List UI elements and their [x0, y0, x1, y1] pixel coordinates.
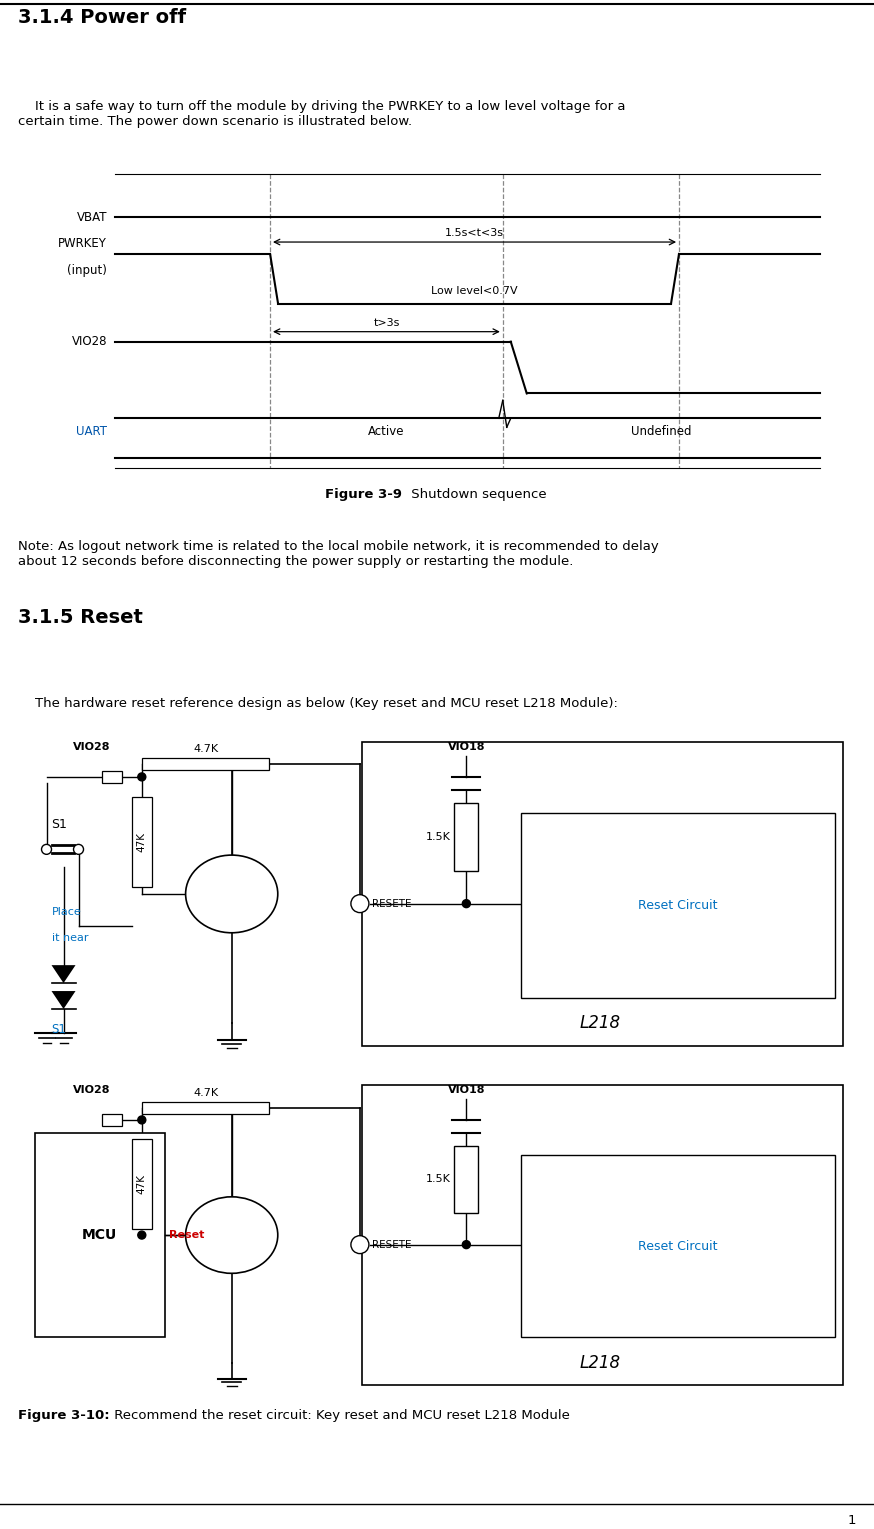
Ellipse shape [185, 1197, 278, 1274]
Text: Figure 3-10:: Figure 3-10: [18, 1410, 109, 1422]
Text: 1.5K: 1.5K [426, 1174, 450, 1185]
Bar [132, 1139, 152, 1229]
Text: 1.5K: 1.5K [426, 832, 450, 842]
Circle shape [42, 844, 52, 855]
Text: RESETE: RESETE [372, 899, 412, 908]
Text: 4.7K: 4.7K [193, 745, 218, 754]
Text: it near: it near [52, 933, 88, 943]
Polygon shape [52, 991, 75, 1009]
Circle shape [462, 1240, 470, 1249]
Text: (input): (input) [67, 265, 107, 277]
Bar [362, 1086, 843, 1385]
Text: t>3s: t>3s [373, 318, 399, 327]
Text: It is a safe way to turn off the module by driving the PWRKEY to a low level vol: It is a safe way to turn off the module … [18, 99, 626, 127]
Text: Undefined: Undefined [631, 425, 691, 437]
Text: VBAT: VBAT [77, 211, 107, 223]
Bar [101, 771, 121, 783]
Circle shape [350, 1235, 369, 1254]
Polygon shape [52, 965, 75, 983]
Text: 3.1.4 Power off: 3.1.4 Power off [18, 8, 186, 28]
Text: L218: L218 [579, 1353, 621, 1372]
Text: VIO18: VIO18 [447, 742, 485, 752]
Bar [142, 1101, 269, 1113]
Text: Recommend the reset circuit: Key reset and MCU reset L218 Module: Recommend the reset circuit: Key reset a… [110, 1410, 570, 1422]
Text: VIO28: VIO28 [73, 742, 110, 752]
Text: Reset: Reset [169, 1229, 204, 1240]
Circle shape [350, 894, 369, 913]
Text: 47K: 47K [137, 1174, 147, 1194]
Text: 47K: 47K [137, 832, 147, 852]
Bar [142, 758, 269, 771]
Text: Reset Circuit: Reset Circuit [638, 1240, 718, 1252]
Text: RESETE: RESETE [372, 1240, 412, 1249]
Text: Place: Place [52, 907, 81, 917]
Text: S1: S1 [52, 1023, 66, 1037]
Text: The hardware reset reference design as below (Key reset and MCU reset L218 Modul: The hardware reset reference design as b… [18, 697, 618, 711]
Text: Reset Circuit: Reset Circuit [638, 899, 718, 911]
Text: Low level<0.7V: Low level<0.7V [431, 286, 518, 295]
Circle shape [138, 1231, 146, 1238]
Text: Note: As logout network time is related to the local mobile network, it is recom: Note: As logout network time is related … [18, 540, 659, 567]
Circle shape [73, 844, 84, 855]
Bar [35, 1133, 164, 1336]
Bar [521, 1156, 835, 1336]
Bar [454, 803, 478, 872]
Text: L218: L218 [579, 1014, 621, 1032]
Text: 3.1.5 Reset: 3.1.5 Reset [18, 607, 142, 627]
Circle shape [138, 774, 146, 781]
Text: 1: 1 [848, 1514, 856, 1527]
Text: 1.5s<t<3s: 1.5s<t<3s [445, 228, 504, 239]
Text: UART: UART [76, 425, 107, 437]
Bar [132, 797, 152, 887]
Text: VIO28: VIO28 [73, 1086, 110, 1095]
Circle shape [138, 1116, 146, 1124]
Text: Active: Active [368, 425, 405, 437]
Bar [454, 1145, 478, 1212]
Bar [101, 1115, 121, 1125]
Ellipse shape [185, 855, 278, 933]
Text: 4.7K: 4.7K [193, 1087, 218, 1098]
Bar [362, 742, 843, 1046]
Bar [521, 813, 835, 997]
Text: VIO28: VIO28 [72, 335, 107, 349]
Circle shape [462, 899, 470, 908]
Text: Figure 3-9: Figure 3-9 [325, 488, 402, 502]
Text: Shutdown sequence: Shutdown sequence [407, 488, 546, 502]
Text: PWRKEY: PWRKEY [59, 237, 107, 251]
Text: MCU: MCU [82, 1228, 117, 1242]
Text: S1: S1 [52, 818, 67, 832]
Text: VIO18: VIO18 [447, 1086, 485, 1095]
